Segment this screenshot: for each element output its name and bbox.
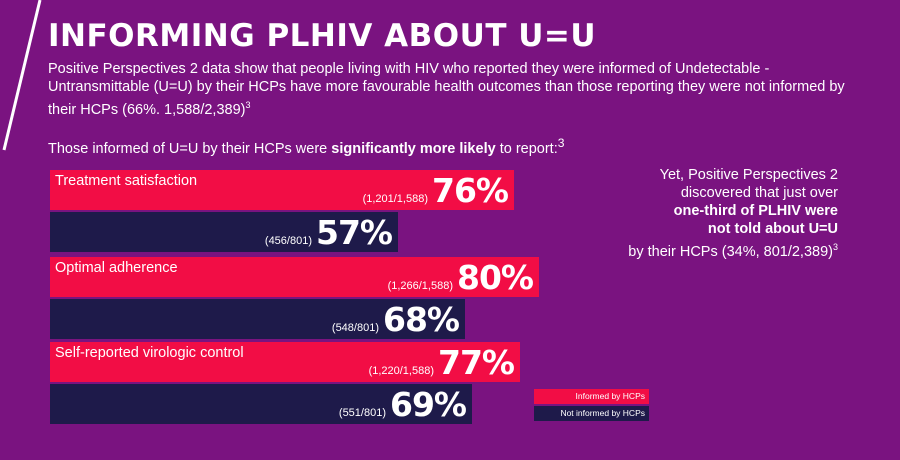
chart-legend: Informed by HCPs Not informed by HCPs	[534, 389, 649, 423]
intro-reference: 3	[245, 100, 251, 110]
percent-label: 69%	[390, 385, 467, 424]
legend-not-informed: Not informed by HCPs	[534, 406, 649, 421]
lead-sentence: Those informed of U=U by their HCPs were…	[48, 134, 564, 158]
intro-text: Positive Perspectives 2 data show that p…	[48, 61, 845, 118]
category-label: Self-reported virologic control	[55, 345, 244, 361]
data-label: (1,220/1,588) 77%	[368, 343, 515, 382]
right-callout: Yet, Positive Perspectives 2 discovered …	[598, 166, 838, 261]
count-label: (1,201/1,588)	[362, 193, 428, 205]
percent-label: 76%	[432, 171, 509, 210]
outcomes-bar-chart: Treatment satisfaction (1,201/1,588) 76% (4…	[50, 170, 539, 425]
category-label: Optimal adherence	[55, 260, 178, 276]
data-label: (456/801) 57%	[264, 213, 393, 252]
lead-reference: 3	[557, 136, 565, 150]
count-label: (548/801)	[331, 322, 379, 334]
percent-label: 68%	[383, 300, 460, 339]
bar-optimal-adherence-informed: Optimal adherence (1,266/1,588) 80%	[50, 257, 539, 297]
lead-text-bold: significantly more likely	[331, 140, 496, 157]
decorative-slash	[2, 0, 42, 151]
bar-self-reported-virologic-control-notinformed: (551/801) 69%	[50, 384, 472, 424]
intro-paragraph: Positive Perspectives 2 data show that p…	[48, 60, 848, 119]
callout-line-2: discovered that just over	[680, 185, 838, 201]
bar-treatment-satisfaction-notinformed: (456/801) 57%	[50, 212, 398, 252]
callout-line-3: by their HCPs (34%, 801/2,389)	[628, 243, 833, 260]
percent-label: 57%	[316, 213, 393, 252]
callout-line-1: Yet, Positive Perspectives 2	[659, 167, 838, 183]
data-label: (1,201/1,588) 76%	[362, 171, 509, 210]
lead-text-before: Those informed of U=U by their HCPs were	[48, 140, 332, 157]
legend-informed: Informed by HCPs	[534, 389, 649, 404]
bar-self-reported-virologic-control-informed: Self-reported virologic control (1,220/1,…	[50, 342, 520, 382]
count-label: (1,266/1,588)	[387, 280, 453, 292]
count-label: (456/801)	[264, 235, 312, 247]
count-label: (1,220/1,588)	[368, 365, 434, 377]
percent-label: 80%	[457, 258, 534, 297]
callout-bold-1: one-third of PLHIV were	[673, 203, 838, 219]
data-label: (548/801) 68%	[331, 300, 460, 339]
percent-label: 77%	[438, 343, 515, 382]
lead-text-after: to report:	[495, 140, 558, 157]
bar-treatment-satisfaction-informed: Treatment satisfaction (1,201/1,588) 76%	[50, 170, 514, 210]
category-label: Treatment satisfaction	[55, 173, 198, 189]
callout-bold-2: not told about U=U	[707, 221, 838, 237]
data-label: (551/801) 69%	[338, 385, 467, 424]
bar-optimal-adherence-notinformed: (548/801) 68%	[50, 299, 465, 339]
page-title: INFORMING PLHIV ABOUT U=U	[48, 18, 597, 54]
callout-reference: 3	[832, 242, 838, 252]
data-label: (1,266/1,588) 80%	[387, 258, 534, 297]
count-label: (551/801)	[338, 407, 386, 419]
